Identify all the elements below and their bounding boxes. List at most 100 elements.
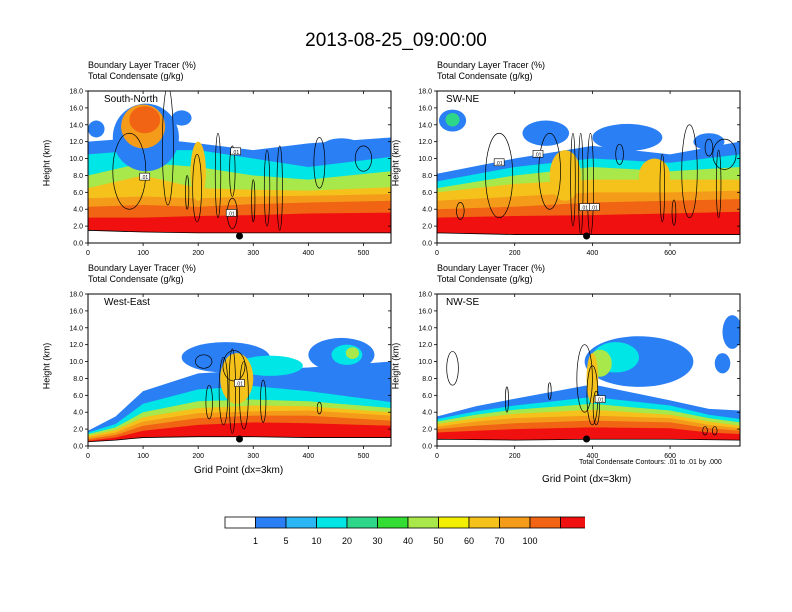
x-tick-label: 400 [303, 250, 315, 257]
y-tick-label: 8.0 [73, 376, 83, 383]
y-tick-label: 0.0 [73, 241, 83, 248]
y-tick-label: 8.0 [73, 173, 83, 180]
plot-frame [87, 293, 392, 447]
condensate-contour [702, 426, 708, 436]
cross-section-plot-west-east: .01 0.0 2.0 4.0 6.0 8.0 10.0 12.0 14.0 16.0 18.0 0 1… [69, 292, 392, 460]
x-tick-label: 0 [86, 250, 90, 257]
contour-label-box [493, 158, 505, 167]
y-tick-label: 8.0 [422, 376, 432, 383]
x-tick-label: 400 [587, 250, 599, 257]
plot-frame [87, 90, 392, 244]
condensate-contour [260, 379, 267, 423]
y-tick-label: 4.0 [422, 207, 432, 214]
condensate-contour [715, 149, 722, 219]
condensate-contour [578, 132, 584, 235]
condensate-contour [263, 149, 271, 227]
legend-swatch [468, 516, 500, 529]
x-tick-label: 0 [86, 453, 90, 460]
condensate-contour [671, 199, 677, 226]
legend-label: 40 [403, 536, 413, 546]
y-tick-label: 16.0 [69, 105, 83, 112]
contour-label: .01 [496, 161, 503, 167]
condensate-contour [586, 132, 594, 235]
section-name: South-North [104, 94, 158, 105]
legend-swatch [285, 516, 317, 529]
condensate-contour [659, 153, 665, 223]
y-tick-label: 18.0 [69, 89, 83, 96]
condensate-contour [214, 132, 222, 219]
legend-swatch [438, 516, 470, 529]
tracer-plume-level-6 [345, 347, 360, 360]
y-tick-label: 12.0 [69, 139, 83, 146]
legend-swatch [499, 516, 531, 529]
tracer-band-level-11 [88, 212, 391, 233]
contour-label-box [532, 150, 544, 158]
condensate-contour [485, 132, 514, 219]
condensate-contour [681, 124, 698, 219]
legend-swatch [255, 516, 287, 529]
y-tick-label: 6.0 [73, 190, 83, 197]
y-tick-label: 2.0 [73, 427, 83, 434]
condensate-contour [316, 401, 322, 415]
x-tick-label: 100 [137, 453, 149, 460]
condensate-contour [712, 426, 718, 436]
condensate-contour [570, 132, 576, 227]
x-tick-label: 0 [435, 250, 439, 257]
legend-label: 20 [342, 536, 352, 546]
panel-label-tracer: Boundary Layer Tracer (%) [88, 60, 197, 70]
tracer-plume-level-1 [722, 315, 740, 349]
y-tick-label: 10.0 [69, 359, 83, 366]
tracer-plume-level-1 [522, 120, 570, 146]
tracer-plume-level-10 [129, 106, 161, 134]
y-tick-label: 4.0 [73, 410, 83, 417]
contour-label: .01 [535, 152, 542, 158]
condensate-contour [615, 143, 624, 165]
condensate-contour [205, 384, 213, 420]
contour-label: .01 [597, 398, 604, 404]
legend-swatch [316, 516, 348, 529]
contour-label-box [230, 147, 241, 156]
y-tick-label: 12.0 [69, 342, 83, 349]
condensate-contour [251, 179, 256, 223]
condensate-contour [576, 344, 593, 413]
cross-section-plot-south-north: .01 .01 .01 0.0 2.0 4.0 6.0 8.0 10.0 12.0 14.0 16.0… [69, 89, 392, 257]
panel-label-tracer: Boundary Layer Tracer (%) [437, 60, 546, 70]
x-tick-label: 100 [137, 250, 149, 257]
x-axis-label: Grid Point (dx=3km) [542, 474, 632, 485]
condensate-contour [538, 132, 561, 210]
legend-swatch [560, 516, 585, 529]
legend-swatch [529, 516, 561, 529]
y-tick-label: 10.0 [418, 359, 432, 366]
legend-swatch [377, 516, 409, 529]
panel-label-condensate: Total Condensate (g/kg) [88, 274, 184, 284]
condensate-contour [313, 137, 326, 189]
condensate-contour [229, 145, 236, 197]
contour-note: Total Condensate Contours: .01 to .01 by… [579, 459, 722, 466]
legend-label: 10 [311, 536, 321, 546]
condensate-contour [547, 382, 552, 400]
condensate-contour [446, 351, 459, 386]
y-tick-label: 10.0 [418, 156, 432, 163]
condensate-contour [185, 175, 190, 210]
tracer-plume-level-1 [714, 353, 731, 374]
legend-label: 60 [464, 536, 474, 546]
y-tick-label: 14.0 [69, 325, 83, 332]
figure-title: 2013-08-25_09:00:00 [305, 30, 487, 51]
plot-frame [436, 293, 741, 447]
contour-label-box [234, 379, 245, 387]
y-tick-label: 14.0 [418, 325, 432, 332]
tracer-plume-level-8 [190, 141, 206, 201]
y-tick-label: 2.0 [422, 224, 432, 231]
y-tick-label: 8.0 [422, 173, 432, 180]
tracer-plume-level-1 [88, 120, 105, 138]
location-marker [236, 232, 243, 240]
y-tick-label: 14.0 [69, 122, 83, 129]
y-tick-label: 14.0 [418, 122, 432, 129]
y-tick-label: 4.0 [422, 410, 432, 417]
condensate-contour [228, 348, 236, 434]
panel-label-condensate: Total Condensate (g/kg) [88, 71, 184, 81]
y-tick-label: 6.0 [73, 393, 83, 400]
condensate-contour [239, 361, 249, 430]
x-tick-label: 500 [358, 250, 370, 257]
condensate-contour [195, 354, 213, 369]
